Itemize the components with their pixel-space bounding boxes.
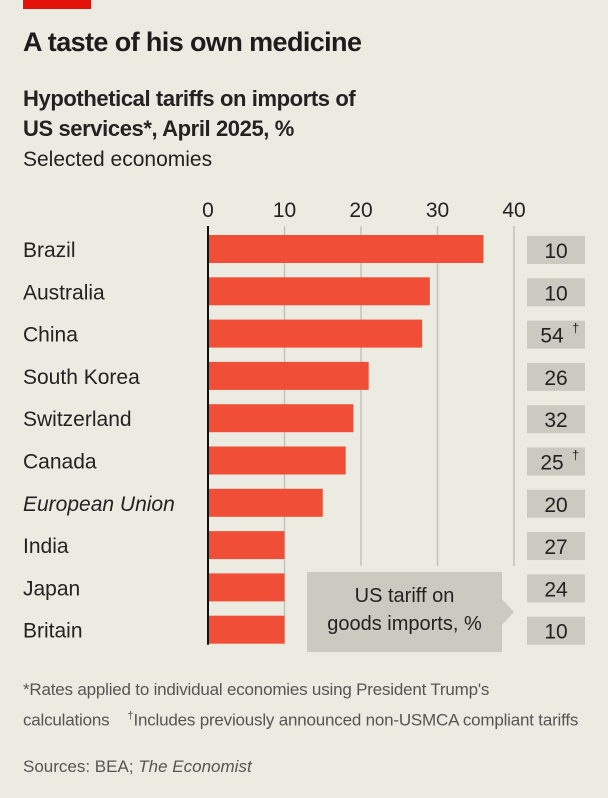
category-label: South Korea <box>23 366 140 389</box>
callout-line-1: US tariff on <box>354 585 455 607</box>
chart-title: A taste of his own medicine <box>23 27 362 57</box>
sources-italic: The Economist <box>138 757 252 776</box>
value-box <box>527 532 585 561</box>
bar <box>208 488 323 517</box>
callout-label: US tariff on goods imports, % <box>307 582 502 638</box>
goods-tariff-value: 27 <box>544 536 567 559</box>
bar <box>208 277 430 306</box>
value-box <box>527 447 585 476</box>
goods-tariff-value: 54 <box>540 325 564 348</box>
category-label: Japan <box>23 577 80 600</box>
footnote-dagger: Includes previously announced non-USMCA … <box>133 710 579 730</box>
value-box <box>527 320 585 349</box>
x-tick-label: 0 <box>202 199 214 222</box>
bar <box>208 404 354 433</box>
value-box <box>527 616 585 645</box>
goods-tariff-value: 10 <box>544 621 567 644</box>
dagger-mark: † <box>572 448 579 463</box>
bar <box>208 573 285 602</box>
value-box <box>527 278 585 307</box>
bar <box>208 615 285 644</box>
callout-arrow <box>502 599 514 625</box>
dagger-mark: † <box>127 710 134 722</box>
value-box <box>527 236 585 264</box>
bar <box>208 361 369 390</box>
footnote: *Rates applied to individual economies u… <box>23 676 593 734</box>
bar <box>208 446 346 475</box>
goods-tariff-value: 32 <box>544 409 567 432</box>
value-box <box>527 489 585 518</box>
sources: Sources: BEA; The Economist <box>23 757 252 777</box>
category-label: China <box>23 324 78 347</box>
goods-tariff-value: 26 <box>544 367 567 390</box>
goods-tariff-value: 10 <box>544 240 567 263</box>
goods-tariff-value: 24 <box>544 578 568 601</box>
category-label: Canada <box>23 451 97 474</box>
chart-subtitle: Hypothetical tariffs on imports of US se… <box>23 84 443 144</box>
value-box <box>527 405 585 434</box>
bar <box>208 235 484 263</box>
bar <box>208 531 285 560</box>
x-tick-label: 40 <box>502 199 525 222</box>
callout-box <box>307 572 502 652</box>
category-label: Britain <box>23 620 83 643</box>
category-label: India <box>23 535 69 558</box>
chart-note: Selected economies <box>23 148 213 171</box>
sources-prefix: Sources: BEA; <box>23 757 139 776</box>
value-box <box>527 362 585 391</box>
x-tick-label: 30 <box>426 199 449 222</box>
bar <box>208 319 423 348</box>
subtitle-line-2: US services*, April 2025, % <box>23 116 294 141</box>
goods-tariff-value: 20 <box>544 494 567 517</box>
category-label: Switzerland <box>23 408 132 431</box>
callout-line-2: goods imports, % <box>327 613 482 635</box>
value-box <box>527 574 585 603</box>
x-tick-label: 10 <box>273 199 296 222</box>
economist-red-tag <box>23 0 91 9</box>
category-label: Brazil <box>23 239 76 262</box>
goods-tariff-value: 10 <box>544 282 567 305</box>
goods-tariff-value: 25 <box>540 452 563 475</box>
category-label: Australia <box>23 281 105 304</box>
x-tick-label: 20 <box>349 199 372 222</box>
dagger-mark: † <box>572 321 579 336</box>
category-label: European Union <box>23 493 175 516</box>
footnote-star: *Rates applied to individual economies u… <box>23 680 490 730</box>
subtitle-line-1: Hypothetical tariffs on imports of <box>23 86 356 111</box>
